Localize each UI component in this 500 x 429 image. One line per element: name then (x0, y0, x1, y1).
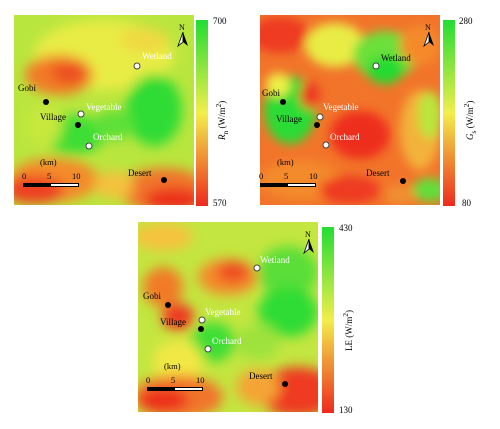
gs-colorbar-max: 280 (459, 16, 473, 26)
site-gobi-marker (280, 99, 286, 105)
rn-colorbar-min: 570 (213, 198, 227, 208)
le-colorbar (322, 227, 334, 413)
le-colorbar-min: 130 (339, 405, 353, 415)
site-vegetable-label: Vegetable (86, 102, 122, 112)
site-gobi-label: Gobi (262, 88, 280, 98)
rn-heatmap (14, 15, 194, 205)
site-vegetable-marker (77, 110, 85, 118)
site-wetland-marker (253, 264, 261, 272)
site-orchard-marker (85, 142, 93, 150)
panel-rn: N Gobi Village Vegetable Orchard Wetland… (0, 0, 250, 210)
site-desert-label: Desert (249, 371, 273, 381)
site-wetland-marker (133, 62, 141, 70)
panel-gs: N Gobi Village Vegetable Orchard Wetland… (250, 0, 500, 210)
site-orchard-label: Orchard (212, 336, 242, 346)
site-village-label: Village (40, 112, 66, 122)
le-colorbar-max: 430 (339, 223, 353, 233)
gs-colorbar-title: Gs (W/m2) (462, 100, 478, 140)
north-arrow-icon: N (422, 23, 436, 48)
site-gobi-label: Gobi (143, 291, 161, 301)
site-orchard-label: Orchard (330, 132, 360, 142)
north-arrow-icon: N (302, 230, 316, 255)
panel-le: N Gobi Village Vegetable Orchard Wetland… (125, 215, 375, 429)
le-colorbar-title: LE (W/m2) (341, 310, 354, 351)
site-desert-marker (282, 381, 288, 387)
site-wetland-label: Wetland (142, 51, 172, 61)
north-arrow-icon: N (176, 23, 190, 48)
site-wetland-label: Wetland (260, 255, 290, 265)
site-desert-marker (161, 177, 167, 183)
gs-colorbar-min: 80 (462, 198, 471, 208)
site-village-label: Village (276, 114, 302, 124)
le-heatmap (138, 222, 318, 412)
scale-bar: (km) 0 5 10 (146, 361, 216, 395)
site-gobi-marker (165, 302, 171, 308)
site-vegetable-label: Vegetable (323, 102, 359, 112)
rn-colorbar-max: 700 (213, 16, 227, 26)
gs-heatmap (260, 15, 440, 205)
site-desert-label: Desert (366, 168, 390, 178)
rn-colorbar-title: Rn (W/m2) (214, 100, 230, 140)
scale-bar: (km) 0 5 10 (259, 157, 329, 191)
gs-colorbar (443, 20, 455, 206)
site-wetland-label: Wetland (381, 53, 411, 63)
site-gobi-label: Gobi (18, 83, 36, 93)
site-vegetable-marker (198, 316, 206, 324)
rn-colorbar (196, 20, 208, 206)
site-village-marker (75, 122, 81, 128)
site-vegetable-marker (316, 113, 324, 121)
site-desert-label: Desert (128, 168, 152, 178)
site-orchard-marker (204, 345, 212, 353)
site-orchard-label: Orchard (93, 132, 123, 142)
site-village-marker (198, 326, 204, 332)
site-village-marker (314, 122, 320, 128)
scale-bar: (km) 0 5 10 (22, 157, 92, 191)
site-desert-marker (400, 178, 406, 184)
site-wetland-marker (372, 62, 380, 70)
site-orchard-marker (322, 141, 330, 149)
site-village-label: Village (160, 317, 186, 327)
site-vegetable-label: Vegetable (205, 307, 241, 317)
site-gobi-marker (43, 99, 49, 105)
